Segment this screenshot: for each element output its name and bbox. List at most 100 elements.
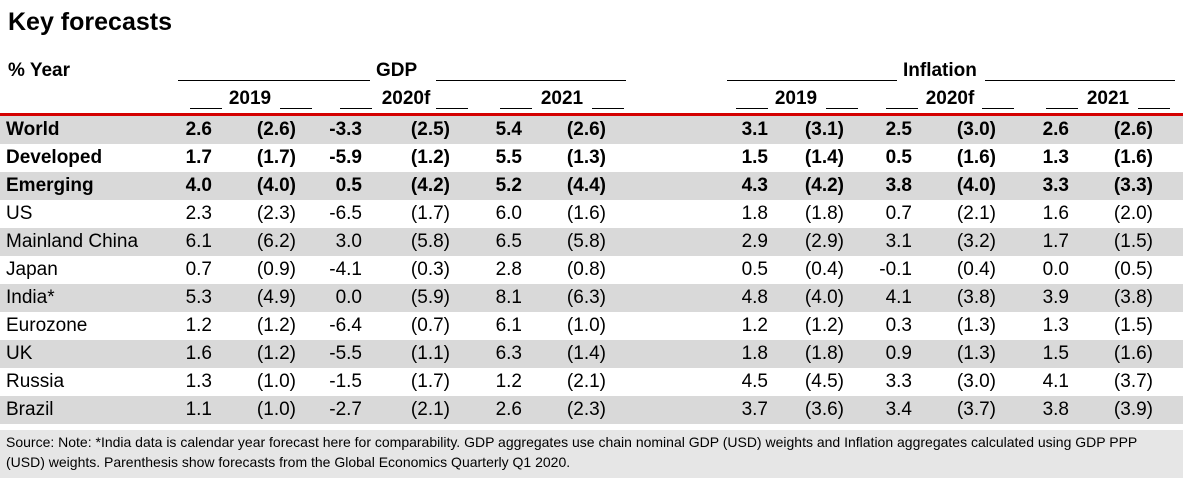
value-cell: 1.3 [185, 371, 212, 392]
value-cell: 3.8 [885, 175, 912, 196]
value-cell: 2.8 [495, 259, 522, 280]
value-cell: 1.8 [741, 203, 768, 224]
value-cell: 3.9 [1042, 287, 1069, 308]
table-row: World 2.6 (2.6) -3.3 (2.5) 5.4 (2.6) 3.1 (3.1) 2.… [0, 116, 1183, 144]
value-cell: 1.3 [1042, 315, 1069, 336]
table-row: Japan 0.7 (0.9) -4.1 (0.3) 2.8 (0.8) 0.5 (0.4) -0… [0, 256, 1183, 284]
value-cell: (1.5) [1113, 231, 1153, 252]
value-cell: (1.6) [956, 147, 996, 168]
value-cell: (4.0) [256, 175, 296, 196]
value-cell: (0.9) [256, 259, 296, 280]
value-cell: (3.8) [1113, 287, 1153, 308]
gdp-header-rule-left [178, 80, 370, 81]
value-cell: (2.3) [566, 399, 606, 420]
value-cell: 0.3 [885, 315, 912, 336]
value-cell: 4.1 [1042, 371, 1069, 392]
row-label: UK [6, 343, 33, 364]
row-label: Brazil [6, 399, 54, 420]
value-cell: 5.2 [495, 175, 522, 196]
value-cell: 3.7 [741, 399, 768, 420]
value-cell: 4.8 [741, 287, 768, 308]
value-cell: (4.9) [256, 287, 296, 308]
value-cell: (2.6) [1113, 119, 1153, 140]
value-cell: (5.9) [410, 287, 450, 308]
value-cell: 3.3 [885, 371, 912, 392]
value-cell: (2.6) [566, 119, 606, 140]
row-label: Mainland China [6, 231, 139, 252]
value-cell: 1.3 [1042, 147, 1069, 168]
value-cell: 0.7 [185, 259, 212, 280]
value-cell: 0.0 [1042, 259, 1069, 280]
year-rule [280, 108, 312, 109]
value-cell: 1.6 [1042, 203, 1069, 224]
value-cell: 5.3 [185, 287, 212, 308]
value-cell: (1.3) [956, 315, 996, 336]
value-cell: (0.3) [410, 259, 450, 280]
value-cell: 1.5 [1042, 343, 1069, 364]
year-rule [886, 108, 918, 109]
year-rule [340, 108, 372, 109]
year-header-gdp-2021: 2021 [540, 88, 584, 109]
value-cell: 3.0 [335, 231, 362, 252]
value-cell: -4.1 [329, 259, 362, 280]
value-cell: (1.4) [804, 147, 844, 168]
value-cell: (1.0) [256, 399, 296, 420]
value-cell: 5.5 [495, 147, 522, 168]
value-cell: 2.6 [1042, 119, 1069, 140]
value-cell: -6.5 [329, 203, 362, 224]
value-cell: 4.1 [885, 287, 912, 308]
year-rule [982, 108, 1014, 109]
value-cell: (1.7) [410, 371, 450, 392]
value-cell: (0.4) [804, 259, 844, 280]
value-cell: (2.5) [410, 119, 450, 140]
value-cell: 8.1 [495, 287, 522, 308]
value-cell: (1.0) [566, 315, 606, 336]
value-cell: 3.1 [885, 231, 912, 252]
value-cell: (3.1) [804, 119, 844, 140]
year-header-gdp-2019: 2019 [228, 88, 272, 109]
value-cell: (1.5) [1113, 315, 1153, 336]
year-rule [592, 108, 624, 109]
value-cell: -0.1 [879, 259, 912, 280]
table-row: Emerging 4.0 (4.0) 0.5 (4.2) 5.2 (4.4) 4.3 (4.2)… [0, 172, 1183, 200]
value-cell: 4.5 [741, 371, 768, 392]
row-label: India* [6, 287, 55, 308]
value-cell: 3.1 [741, 119, 768, 140]
value-cell: (1.2) [256, 315, 296, 336]
year-rule [1046, 108, 1078, 109]
table-row: Eurozone 1.2 (1.2) -6.4 (0.7) 6.1 (1.0) 1.2 (1.2… [0, 312, 1183, 340]
value-cell: (5.8) [410, 231, 450, 252]
value-cell: (3.0) [956, 119, 996, 140]
table-row: US 2.3 (2.3) -6.5 (1.7) 6.0 (1.6) 1.8 (1.8) 0.7 (2… [0, 200, 1183, 228]
value-cell: 1.5 [741, 147, 768, 168]
value-cell: 6.1 [495, 315, 522, 336]
value-cell: 1.7 [1042, 231, 1069, 252]
year-header-inflation-2020f: 2020f [925, 88, 975, 109]
value-cell: 3.8 [1042, 399, 1069, 420]
gdp-header-rule-right [436, 80, 626, 81]
value-cell: 1.8 [741, 343, 768, 364]
value-cell: (4.4) [566, 175, 606, 196]
table-row: Mainland China 6.1 (6.2) 3.0 (5.8) 6.5 (5.8) 2.… [0, 228, 1183, 256]
value-cell: 1.2 [185, 315, 212, 336]
source-note: Source: Note: *India data is calendar ye… [0, 430, 1183, 478]
row-label: US [6, 203, 33, 224]
value-cell: (3.7) [956, 399, 996, 420]
value-cell: 5.4 [495, 119, 522, 140]
value-cell: (1.3) [566, 147, 606, 168]
value-cell: (3.7) [1113, 371, 1153, 392]
row-label: Developed [6, 147, 103, 168]
value-cell: (3.2) [956, 231, 996, 252]
value-cell: (1.7) [410, 203, 450, 224]
value-cell: (1.3) [956, 343, 996, 364]
value-cell: (4.2) [804, 175, 844, 196]
value-cell: (1.0) [256, 371, 296, 392]
value-cell: 3.3 [1042, 175, 1069, 196]
value-cell: (2.1) [956, 203, 996, 224]
year-rule [826, 108, 858, 109]
year-header-gdp-2020f: 2020f [381, 88, 431, 109]
value-cell: (6.2) [256, 231, 296, 252]
row-label: Emerging [6, 175, 94, 196]
value-cell: 0.5 [335, 175, 362, 196]
value-cell: 2.6 [495, 399, 522, 420]
